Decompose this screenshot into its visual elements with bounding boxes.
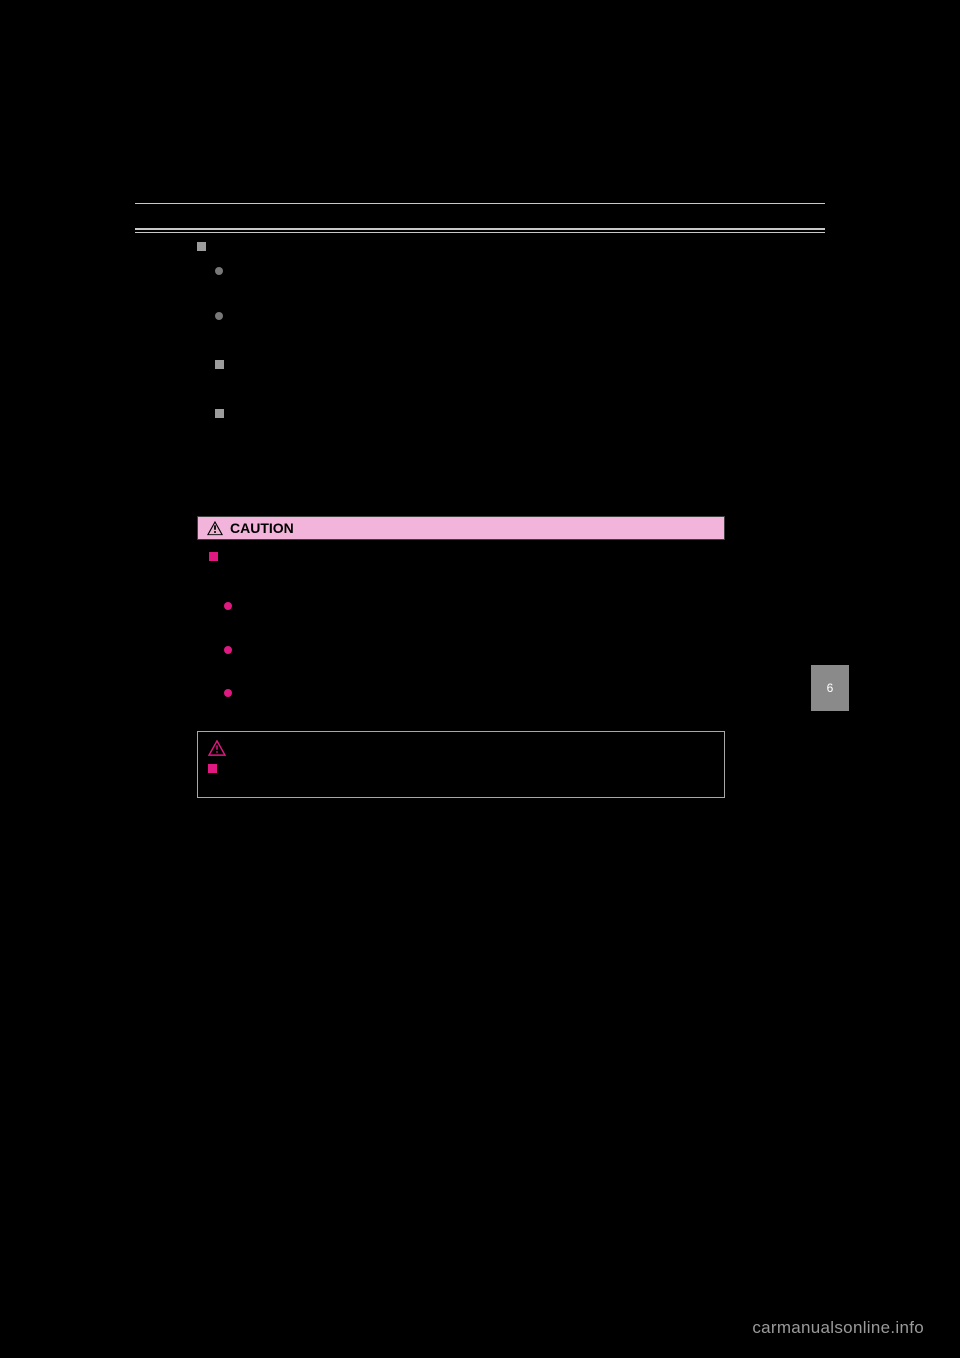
bullet-pink-icon [224,689,232,697]
double-rule-bot [135,232,825,233]
bullet-text-cont [224,661,239,675]
notice-heading-row [208,762,714,779]
square-marker-icon [215,409,224,418]
notice-head [208,740,714,756]
footer-brand-text: carmanualsonline.info [752,1318,924,1337]
bullet-text-cont [224,617,239,631]
notice-body [208,762,714,779]
caution-label: CAUTION [230,520,294,536]
square-marker-pink-icon [208,764,217,773]
section-3 [197,406,725,476]
section-body [215,375,230,390]
section-1 [197,239,725,343]
square-marker-icon [215,360,224,369]
section-body [215,459,230,474]
notice-box [197,731,725,798]
section-tab: 6 [811,665,849,711]
double-rule-top [135,228,825,230]
section-1-bullet-2 [197,308,725,343]
caution-box: CAUTION [197,516,725,717]
caution-body [197,540,725,717]
warning-icon [206,520,224,536]
footer-brand: carmanualsonline.info [752,1318,924,1338]
bullet-icon [215,312,223,320]
header-rule [135,203,825,204]
square-marker-pink-icon [209,552,218,561]
section-1-bullet-1 [197,263,725,298]
page-content-region: CAUTION [135,175,825,798]
section-tab-number: 6 [827,681,834,695]
section-body [215,424,230,439]
warning-outline-icon [208,740,226,756]
bullet-text-cont [215,326,230,341]
caution-bullet-1 [209,599,713,633]
body-content [197,239,725,476]
bullet-icon [215,267,223,275]
caution-bullet-2 [209,643,713,677]
bullet-text-cont [215,281,230,296]
bullet-pink-icon [224,646,232,654]
caution-title-bar: CAUTION [197,516,725,540]
square-marker-icon [197,242,206,251]
section-2 [197,357,725,392]
caution-bullet-3 [209,686,713,703]
caution-heading-row [209,550,713,567]
bullet-pink-icon [224,602,232,610]
section-body [215,442,230,457]
